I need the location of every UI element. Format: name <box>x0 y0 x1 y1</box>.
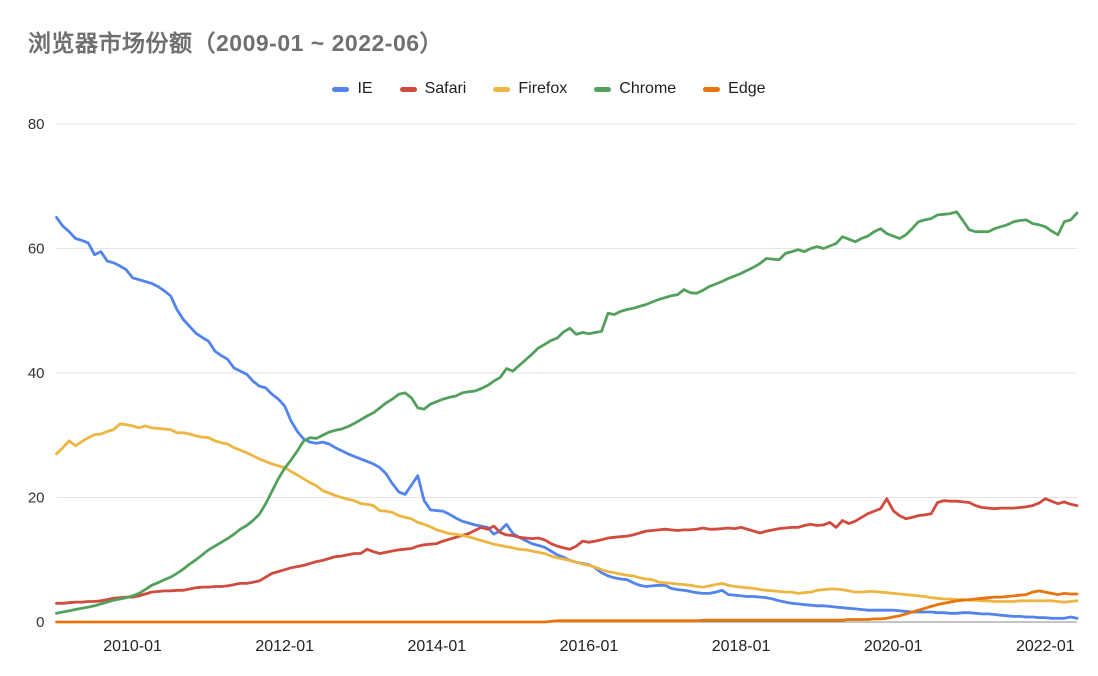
x-tick-label-2020-01: 2020-01 <box>864 638 923 655</box>
legend-marker-firefox <box>493 86 511 92</box>
series-line-edge <box>55 589 1079 624</box>
series-line-chrome <box>55 210 1079 615</box>
legend-item-safari[interactable]: Safari <box>399 80 467 98</box>
y-tick-label-80: 80 <box>28 116 45 133</box>
y-tick-label-20: 20 <box>28 490 45 507</box>
series-line-firefox <box>55 422 1079 604</box>
x-tick-label-2022-01: 2022-01 <box>1016 638 1075 655</box>
legend-marker-edge <box>703 86 721 92</box>
legend-label: Firefox <box>518 80 568 97</box>
x-tick-label-2018-01: 2018-01 <box>712 638 771 655</box>
legend-label: Chrome <box>619 80 677 97</box>
y-tick-label-0: 0 <box>36 614 44 631</box>
series-line-ie <box>55 215 1079 620</box>
legend-item-edge[interactable]: Edge <box>703 80 766 98</box>
series-line-safari <box>55 497 1079 605</box>
x-tick-label-2012-01: 2012-01 <box>255 638 314 655</box>
legend-marker-chrome <box>594 86 612 92</box>
y-tick-label-60: 60 <box>28 241 45 258</box>
legend-label: IE <box>357 80 373 97</box>
legend-marker-ie <box>332 86 350 92</box>
legend-marker-safari <box>399 86 417 92</box>
x-tick-label-2016-01: 2016-01 <box>560 638 619 655</box>
legend-item-ie[interactable]: IE <box>332 80 373 98</box>
x-tick-label-2010-01: 2010-01 <box>103 638 162 655</box>
legend-item-firefox[interactable]: Firefox <box>493 80 567 98</box>
y-tick-label-40: 40 <box>28 365 45 382</box>
legend-label: Safari <box>424 80 467 97</box>
chart-legend: IE Safari Firefox Chrome Edge <box>0 76 1098 102</box>
x-tick-label-2014-01: 2014-01 <box>407 638 466 655</box>
legend-item-chrome[interactable]: Chrome <box>594 80 676 98</box>
chart-title: 浏览器市场份额（2009-01 ~ 2022-06） <box>28 30 444 56</box>
legend-label: Edge <box>728 80 766 97</box>
